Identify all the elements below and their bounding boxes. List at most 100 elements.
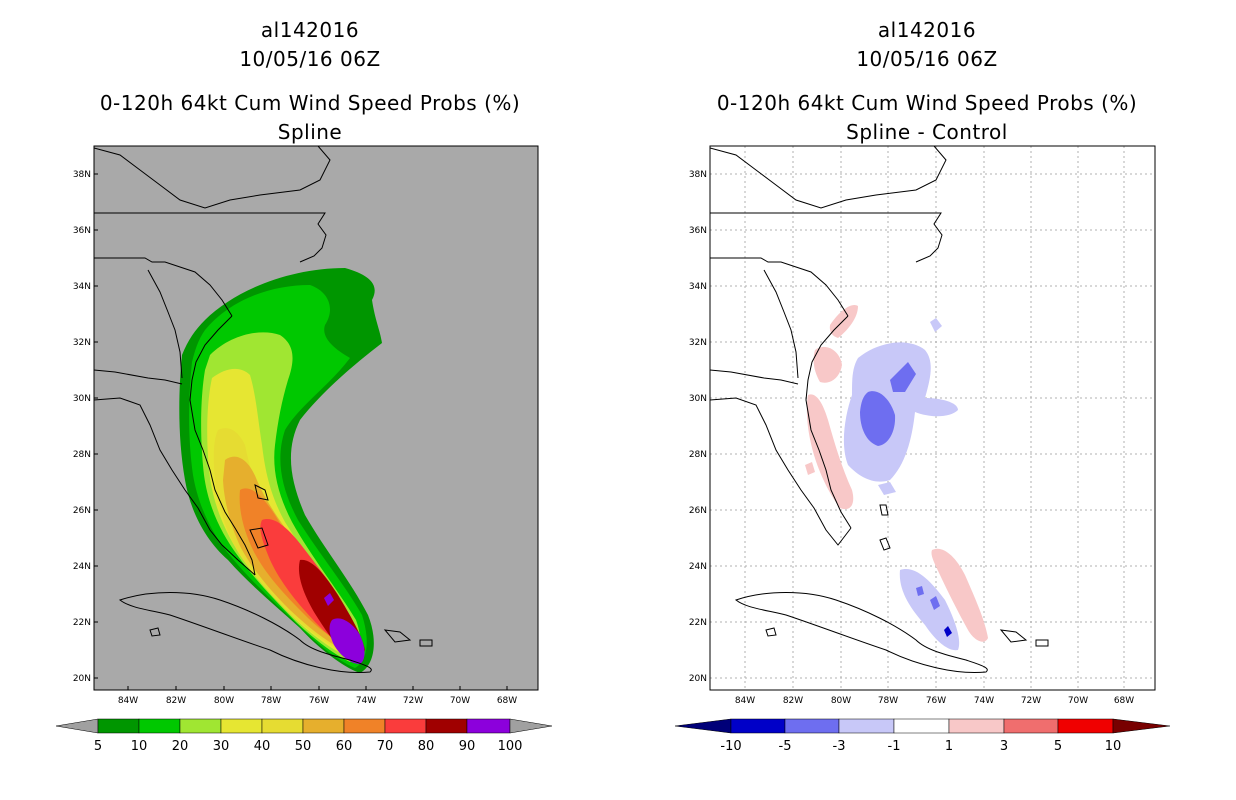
lon-label: 84W	[735, 696, 755, 706]
left-title-block: al142016 10/05/16 06Z 0-120h 64kt Cum Wi…	[60, 16, 560, 147]
right-datetime: 10/05/16 06Z	[856, 47, 998, 71]
right-map-frame	[709, 145, 1156, 691]
left-lon-ticks	[127, 686, 508, 690]
colorbar-label: 1	[945, 739, 953, 754]
lon-label: 76W	[926, 696, 946, 706]
left-coastlines	[94, 146, 433, 674]
lon-label: 82W	[166, 696, 186, 706]
prob-contour-90b	[324, 593, 334, 606]
lon-label: 74W	[974, 696, 994, 706]
left-colorbar-labels: 5 10 20 30 40 50 60 70 80 90 100	[94, 739, 523, 754]
left-lon-labels: 84W 82W 80W 78W 76W 74W 72W 70W 68W	[118, 696, 517, 706]
colorbar-label: 10	[131, 739, 148, 754]
lat-label: 38N	[73, 170, 91, 180]
lon-label: 82W	[783, 696, 803, 706]
right-product: 0-120h 64kt Cum Wind Speed Probs (%)	[716, 91, 1138, 115]
right-colorbar-bin	[838, 718, 895, 734]
left-colorbar-bin	[425, 718, 468, 734]
left-colorbar-bin	[97, 718, 140, 734]
lat-label: 30N	[689, 394, 707, 404]
lat-label: 20N	[689, 674, 707, 684]
left-colorbar	[55, 718, 553, 734]
diff-contour-minus3-5d	[916, 586, 924, 596]
colorbar-label: 5	[1054, 739, 1062, 754]
colorbar-label: 30	[213, 739, 230, 754]
left-colorbar-bin	[138, 718, 181, 734]
left-lat-labels: 38N 36N 34N 32N 30N 28N 26N 24N 22N 20N	[73, 170, 91, 684]
right-colorbar-bin	[893, 718, 950, 734]
lat-label: 24N	[689, 562, 707, 572]
diff-contour-plus1-3	[806, 394, 854, 510]
lat-label: 32N	[689, 338, 707, 348]
left-colorbar-bin	[466, 718, 511, 734]
right-lat-labels: 38N 36N 34N 32N 30N 28N 26N 24N 22N 20N	[689, 170, 707, 684]
left-probability-field	[94, 146, 433, 674]
lat-label: 36N	[73, 226, 91, 236]
lat-label: 26N	[689, 506, 707, 516]
lon-label: 76W	[309, 696, 329, 706]
diff-contour-minus3-5b	[890, 362, 916, 392]
left-product: 0-120h 64kt Cum Wind Speed Probs (%)	[99, 91, 521, 115]
right-colorbar-over	[1112, 718, 1171, 734]
diff-contour-minus1-3d	[878, 482, 896, 495]
colorbar-label: -1	[888, 739, 901, 754]
lon-label: 70W	[1068, 696, 1088, 706]
lon-label: 80W	[831, 696, 851, 706]
diff-contour-minus3-5c	[930, 596, 940, 610]
diff-contour-minus5-10	[944, 626, 952, 637]
left-datetime: 10/05/16 06Z	[239, 47, 381, 71]
right-gridlines	[710, 146, 1155, 690]
lat-label: 38N	[689, 170, 707, 180]
lat-label: 32N	[73, 338, 91, 348]
colorbar-label: -10	[720, 739, 741, 754]
lat-label: 22N	[73, 618, 91, 628]
right-colorbar	[674, 718, 1171, 734]
left-colorbar-bin	[384, 718, 427, 734]
left-map-frame	[93, 145, 539, 691]
lat-label: 28N	[689, 450, 707, 460]
lon-label: 74W	[356, 696, 376, 706]
left-colorbar-over	[509, 718, 553, 734]
right-difference-field	[710, 146, 1155, 690]
lat-label: 24N	[73, 562, 91, 572]
left-colorbar-bin	[220, 718, 263, 734]
right-colorbar-labels: -10 -5 -3 -1 1 3 5 10	[720, 739, 1121, 754]
colorbar-label: 60	[336, 739, 353, 754]
colorbar-label: 3	[1000, 739, 1008, 754]
right-storm-id: al142016	[877, 18, 977, 42]
lat-label: 20N	[73, 674, 91, 684]
left-lat-ticks	[94, 173, 98, 679]
lon-label: 70W	[450, 696, 470, 706]
left-colorbar-bin	[261, 718, 304, 734]
colorbar-label: 100	[498, 739, 523, 754]
colorbar-label: 80	[418, 739, 435, 754]
diff-contour-plus1-3d	[931, 548, 988, 642]
diff-contour-plus1-3b	[813, 346, 842, 383]
lon-label: 72W	[1021, 696, 1041, 706]
lat-label: 34N	[689, 282, 707, 292]
diff-contour-plus1-3e	[805, 462, 815, 475]
left-colorbar-bin	[343, 718, 386, 734]
right-title-block: al142016 10/05/16 06Z 0-120h 64kt Cum Wi…	[677, 16, 1177, 147]
colorbar-label: 40	[254, 739, 271, 754]
left-storm-id: al142016	[260, 18, 360, 42]
colorbar-label: 10	[1105, 739, 1122, 754]
lat-label: 22N	[689, 618, 707, 628]
lat-label: 26N	[73, 506, 91, 516]
colorbar-label: -3	[833, 739, 846, 754]
right-colorbar-bin	[1057, 718, 1114, 734]
colorbar-label: 5	[94, 739, 102, 754]
right-colorbar-bin	[948, 718, 1005, 734]
colorbar-label: 70	[377, 739, 394, 754]
lon-label: 68W	[497, 696, 517, 706]
right-colorbar-bin	[1003, 718, 1059, 734]
left-colorbar-bin	[302, 718, 345, 734]
lon-label: 78W	[878, 696, 898, 706]
lat-label: 34N	[73, 282, 91, 292]
right-colorbar-under	[674, 718, 732, 734]
lon-label: 72W	[403, 696, 423, 706]
colorbar-label: -5	[779, 739, 792, 754]
left-variant: Spline	[277, 120, 343, 144]
right-coastlines	[710, 146, 1049, 674]
